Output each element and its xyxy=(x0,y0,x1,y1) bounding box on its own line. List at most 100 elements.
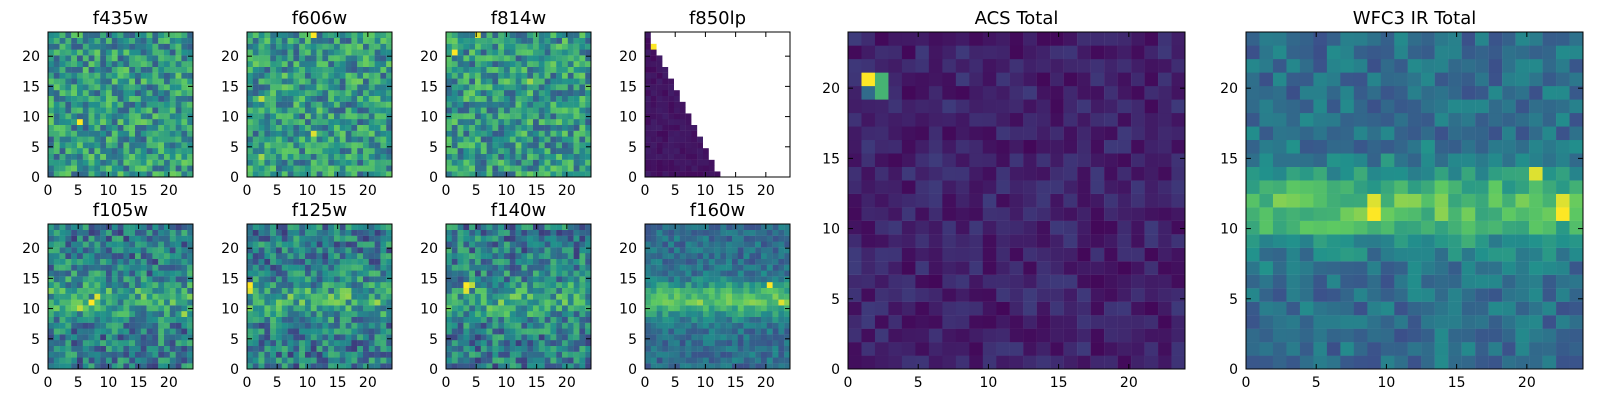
f850lp-cell-22-6 xyxy=(772,136,779,143)
f850lp-cell-18-4 xyxy=(749,148,756,154)
f160w-cell-21-14 xyxy=(766,282,773,288)
f125w-cell-18-0 xyxy=(351,363,358,370)
f814w-cell-13-18 xyxy=(521,66,528,73)
f850lp-cell-3-8 xyxy=(662,124,669,131)
f125w-cell-8-23 xyxy=(293,229,300,236)
f140w-cell-20-9 xyxy=(562,311,568,317)
f814w-cell-3-20 xyxy=(463,55,470,62)
f850lp-cell-12-5 xyxy=(714,142,721,149)
f105w-cell-8-20 xyxy=(94,247,101,254)
f850lp-ytick-label-0: 0 xyxy=(628,170,637,186)
f105w-cell-22-11 xyxy=(175,299,182,306)
f140w-cell-3-13 xyxy=(463,287,470,294)
f850lp-cell-13-21 xyxy=(720,49,727,56)
f105w-cell-1-24 xyxy=(53,224,60,230)
f105w-cell-6-21 xyxy=(82,241,89,248)
f105w-cell-2-6 xyxy=(59,328,66,335)
f435w-cell-18-9 xyxy=(152,119,159,125)
f850lp-cell-16-10 xyxy=(737,113,744,120)
f606w-cell-14-19 xyxy=(328,61,335,67)
f606w-cell-8-16 xyxy=(293,78,300,85)
f850lp-cell-5-17 xyxy=(674,72,680,79)
f125w-cell-1-19 xyxy=(252,253,259,259)
f140w-cell-10-21 xyxy=(504,241,510,248)
f814w-cell-17-0 xyxy=(544,171,551,178)
f105w-cell-13-1 xyxy=(123,357,130,364)
f814w-cell-8-24 xyxy=(492,32,499,38)
f435w-cell-22-7 xyxy=(175,130,182,137)
f140w-cell-8-3 xyxy=(492,345,499,352)
f606w-cell-18-14 xyxy=(351,90,358,96)
f140w-cell-19-13 xyxy=(556,287,563,294)
f125w-cell-9-16 xyxy=(299,270,306,277)
f814w-cell-24-24 xyxy=(585,32,592,38)
f814w-cell-23-8 xyxy=(579,124,586,131)
f140w-cell-1-13 xyxy=(451,287,458,294)
f435w-cell-18-2 xyxy=(152,159,159,166)
f435w-cell-7-10 xyxy=(88,113,95,120)
f125w-cell-10-7 xyxy=(305,322,311,329)
f435w-cell-2-20 xyxy=(59,55,66,62)
f140w-cell-24-12 xyxy=(585,293,592,300)
f160w-cell-21-0 xyxy=(766,363,773,370)
f125w-cell-6-5 xyxy=(281,334,288,341)
f850lp-cell-11-4 xyxy=(708,148,715,154)
f105w-cell-21-12 xyxy=(169,293,176,300)
f105w-cell-19-12 xyxy=(158,293,165,300)
f105w-cell-23-3 xyxy=(181,345,188,352)
f435w-cell-19-23 xyxy=(158,37,165,44)
f140w-cell-3-6 xyxy=(463,328,470,335)
f814w-cell-21-13 xyxy=(567,95,574,102)
f435w-cell-10-17 xyxy=(106,72,112,79)
f435w-cell-20-24 xyxy=(164,32,170,38)
f105w-cell-17-13 xyxy=(146,287,153,294)
f606w-cell-4-22 xyxy=(270,43,277,50)
f125w-cell-15-14 xyxy=(334,282,340,288)
f606w-cell-15-15 xyxy=(334,84,340,91)
f606w-cell-13-2 xyxy=(322,159,329,166)
f606w-cell-6-8 xyxy=(281,124,288,131)
f125w-cell-7-6 xyxy=(287,328,294,335)
f125w-cell-24-15 xyxy=(386,276,393,283)
f140w-cell-10-19 xyxy=(504,253,510,259)
f160w-cell-18-5 xyxy=(749,334,756,341)
f850lp-cell-8-24 xyxy=(691,32,698,38)
f814w-cell-1-10 xyxy=(451,113,458,120)
f140w-cell-2-13 xyxy=(457,287,464,294)
f435w-cell-2-8 xyxy=(59,124,66,131)
f435w-cell-8-22 xyxy=(94,43,101,50)
f105w-cell-2-14 xyxy=(59,282,66,288)
f850lp-cell-1-12 xyxy=(650,101,657,108)
f140w-cell-7-14 xyxy=(486,282,493,288)
f105w-cell-17-14 xyxy=(146,282,153,288)
f850lp-cell-21-1 xyxy=(766,165,773,172)
f814w-cell-14-1 xyxy=(527,165,534,172)
f140w-cell-5-24 xyxy=(475,224,481,230)
f125w-cell-2-22 xyxy=(258,235,265,242)
f435w-cell-24-16 xyxy=(187,78,194,85)
f140w-cell-15-20 xyxy=(533,247,539,254)
f125w-cell-2-15 xyxy=(258,276,265,283)
f850lp-cell-15-7 xyxy=(732,130,738,137)
f125w-cell-5-0 xyxy=(276,363,282,370)
f435w-cell-9-1 xyxy=(100,165,107,172)
f606w-cell-23-17 xyxy=(380,72,387,79)
f850lp-cell-17-16 xyxy=(743,78,750,85)
f435w-cell-5-8 xyxy=(77,124,83,131)
f850lp-cell-5-11 xyxy=(674,107,680,114)
f606w-cell-16-8 xyxy=(339,124,346,131)
f606w-cell-18-6 xyxy=(351,136,358,143)
f606w-cell-7-14 xyxy=(287,90,294,96)
f814w-cell-18-15 xyxy=(550,84,557,91)
f435w-cell-2-13 xyxy=(59,95,66,102)
f125w-cell-23-9 xyxy=(380,311,387,317)
f140w-cell-14-0 xyxy=(527,363,534,370)
f105w-cell-15-12 xyxy=(135,293,141,300)
f160w-cell-18-10 xyxy=(749,305,756,312)
f125w-cell-3-14 xyxy=(264,282,271,288)
f435w-cell-0-2 xyxy=(48,159,54,166)
f435w-cell-2-5 xyxy=(59,142,66,149)
f140w-cell-15-15 xyxy=(533,276,539,283)
f125w-cell-10-11 xyxy=(305,299,311,306)
f105w-cell-2-8 xyxy=(59,316,66,323)
